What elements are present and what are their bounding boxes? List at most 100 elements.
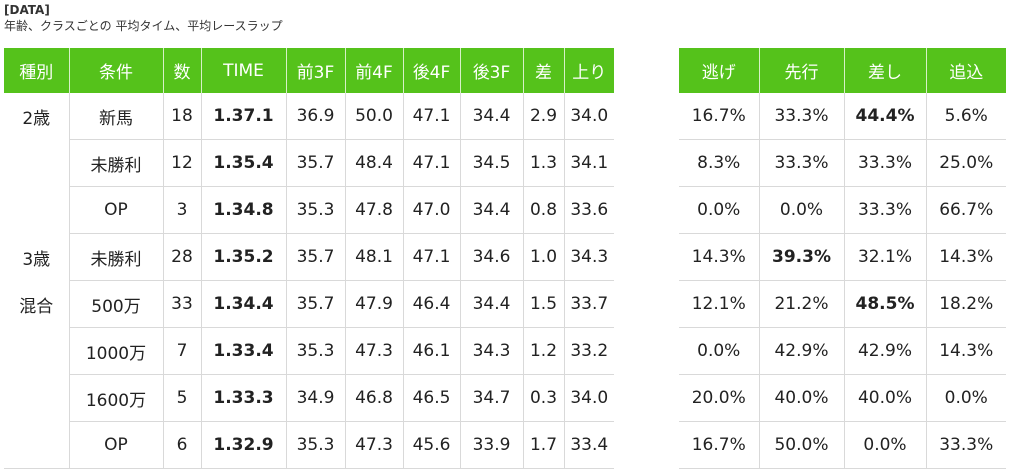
b3-cell: 34.4 [459,93,523,140]
f3-cell: 35.3 [285,186,345,234]
col-header: 種別 [4,48,69,93]
table-subtitle: 年齢、クラスごとの 平均タイム、平均レースラップ [4,19,283,33]
header-block: [DATA] 年齢、クラスごとの 平均タイム、平均レースラップ [4,2,283,35]
sashi-cell: 48.5% [843,280,926,328]
f3-cell: 35.7 [285,280,345,328]
data-tag: [DATA] [4,3,50,17]
col-header: 追込 [925,48,1006,93]
category-cell [4,421,69,469]
sashi-cell: 32.1% [843,233,926,281]
time-cell: 1.34.8 [200,186,286,234]
cond-cell: OP [68,421,163,469]
agari-cell: 33.4 [563,421,614,469]
diff-cell: 1.2 [522,327,564,375]
col-header: 差 [522,48,564,93]
senko-cell: 0.0% [758,186,844,234]
oikomi-cell: 14.3% [925,233,1006,281]
style-header-row: 逃げ 先行 差し 追込 [679,48,1006,93]
n-cell: 18 [162,93,201,140]
f4-cell: 47.8 [344,186,403,234]
table-row: 未勝利 12 1.35.4 35.7 48.4 47.1 34.5 1.3 34.1 [4,139,614,187]
table-row: 3歳 未勝利 28 1.35.2 35.7 48.1 47.1 34.6 1.0 34.3 [4,233,614,281]
n-cell: 7 [162,327,201,375]
f4-cell: 50.0 [344,93,403,140]
agari-cell: 33.2 [563,327,614,375]
n-cell: 33 [162,280,201,328]
n-cell: 5 [162,374,201,422]
table-row: 0.0% 42.9% 42.9% 14.3% [679,327,1006,375]
running-style-table: 逃げ 先行 差し 追込 16.7% 33.3% 44.4% 5.6% 8.3% 33.3%… [679,48,1006,469]
f4-cell: 47.3 [344,421,403,469]
cond-cell: 500万 [68,280,163,328]
cond-cell: 1000万 [68,327,163,375]
oikomi-cell: 0.0% [925,374,1006,422]
col-header: 前3F [285,48,345,93]
table-row: 14.3% 39.3% 32.1% 14.3% [679,233,1006,281]
table-row: 0.0% 0.0% 33.3% 66.7% [679,186,1006,234]
sashi-cell: 33.3% [843,186,926,234]
sashi-cell: 40.0% [843,374,926,422]
n-cell: 12 [162,139,201,187]
b3-cell: 34.4 [459,186,523,234]
f3-cell: 36.9 [285,93,345,140]
sashi-cell: 33.3% [843,139,926,187]
senko-cell: 42.9% [758,327,844,375]
col-header: 逃げ [679,48,759,93]
b3-cell: 34.5 [459,139,523,187]
col-header: 上り [563,48,614,93]
cond-cell: 1600万 [68,374,163,422]
agari-cell: 34.1 [563,139,614,187]
table-row: 混合 500万 33 1.34.4 35.7 47.9 46.4 34.4 1.5 33.7 [4,280,614,328]
diff-cell: 0.3 [522,374,564,422]
sashi-cell: 42.9% [843,327,926,375]
col-header: 後4F [402,48,460,93]
table-row: 16.7% 50.0% 0.0% 33.3% [679,421,1006,469]
table-row: 2歳 新馬 18 1.37.1 36.9 50.0 47.1 34.4 2.9 34.0 [4,93,614,140]
col-header: 条件 [68,48,163,93]
agari-cell: 33.7 [563,280,614,328]
senko-cell: 21.2% [758,280,844,328]
f4-cell: 47.3 [344,327,403,375]
oikomi-cell: 25.0% [925,139,1006,187]
nige-cell: 16.7% [679,421,759,469]
table-row: 20.0% 40.0% 40.0% 0.0% [679,374,1006,422]
nige-cell: 0.0% [679,327,759,375]
col-header: 前4F [344,48,403,93]
table-row: OP 3 1.34.8 35.3 47.8 47.0 34.4 0.8 33.6 [4,186,614,234]
diff-cell: 1.5 [522,280,564,328]
n-cell: 6 [162,421,201,469]
b4-cell: 47.1 [402,93,460,140]
b4-cell: 47.1 [402,139,460,187]
f3-cell: 35.3 [285,327,345,375]
diff-cell: 2.9 [522,93,564,140]
nige-cell: 14.3% [679,233,759,281]
time-cell: 1.33.3 [200,374,286,422]
main-data-table: 種別 条件 数 TIME 前3F 前4F 後4F 後3F 差 上り 2歳 新馬 18… [4,48,614,469]
nige-cell: 16.7% [679,93,759,140]
diff-cell: 1.3 [522,139,564,187]
col-header: 数 [162,48,201,93]
time-cell: 1.34.4 [200,280,286,328]
category-cell: 混合 [19,296,54,317]
table-row: 8.3% 33.3% 33.3% 25.0% [679,139,1006,187]
n-cell: 28 [162,233,201,281]
nige-cell: 20.0% [679,374,759,422]
senko-cell: 33.3% [758,139,844,187]
category-cell [4,375,69,422]
b3-cell: 33.9 [459,421,523,469]
nige-cell: 8.3% [679,139,759,187]
b3-cell: 34.7 [459,374,523,422]
oikomi-cell: 14.3% [925,327,1006,375]
b4-cell: 46.5 [402,374,460,422]
b4-cell: 47.0 [402,186,460,234]
cond-cell: 未勝利 [68,139,163,187]
f3-cell: 35.3 [285,421,345,469]
table-row: 16.7% 33.3% 44.4% 5.6% [679,93,1006,140]
f3-cell: 35.7 [285,139,345,187]
cond-cell: 新馬 [68,93,163,140]
diff-cell: 0.8 [522,186,564,234]
time-cell: 1.35.4 [200,139,286,187]
oikomi-cell: 33.3% [925,421,1006,469]
nige-cell: 12.1% [679,280,759,328]
